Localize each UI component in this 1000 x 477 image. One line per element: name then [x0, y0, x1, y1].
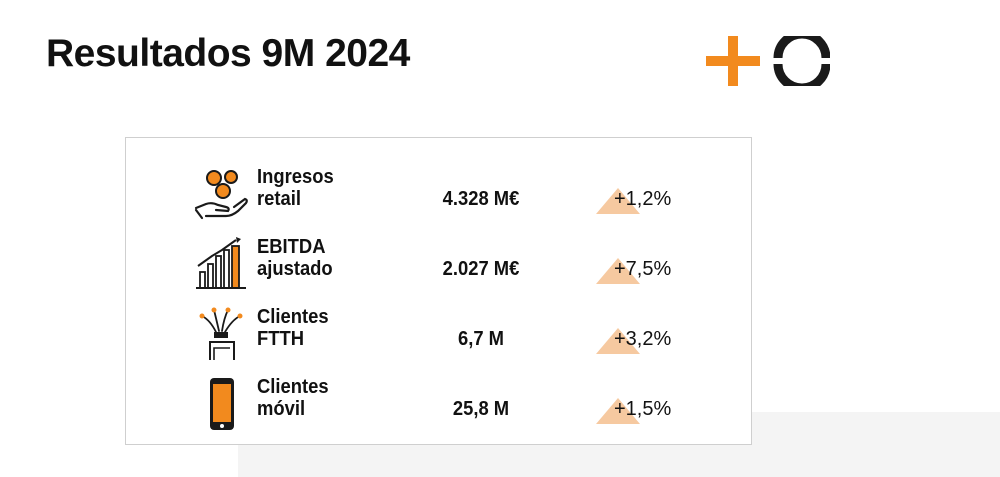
change-badge: +1,5% — [596, 394, 706, 434]
up-triangle-icon — [596, 258, 640, 284]
row-value: 4.328 M€ — [442, 188, 520, 210]
row-value: 2.027 M€ — [442, 258, 520, 280]
row-clientes-movil: Clientes móvil 25,8 M +1,5% — [126, 372, 751, 434]
up-triangle-icon — [596, 328, 640, 354]
change-badge: +3,2% — [596, 324, 706, 364]
row-ingresos-retail: Ingresos retail 4.328 M€ +1,2% — [126, 162, 751, 224]
row-value: 6,7 M — [457, 328, 505, 350]
row-label: Clientes FTTH — [257, 306, 329, 350]
row-label: EBITDA ajustado — [257, 236, 333, 280]
results-card: Ingresos retail 4.328 M€ +1,2% EBITDA aj… — [125, 137, 752, 445]
change-value: +7,5% — [614, 258, 672, 280]
page-title: Resultados 9M 2024 — [46, 32, 410, 75]
row-clientes-ftth: Clientes FTTH 6,7 M +3,2% — [126, 302, 751, 364]
brand-logo-icon — [706, 36, 830, 86]
change-value: +1,2% — [614, 188, 672, 210]
bar-chart-growth-icon — [196, 237, 246, 289]
change-value: +3,2% — [614, 328, 672, 350]
coins-hand-icon — [194, 170, 248, 220]
change-badge: +1,2% — [596, 184, 706, 224]
row-label: Clientes móvil — [257, 376, 329, 420]
change-value: +1,5% — [614, 398, 672, 420]
row-value: 25,8 M — [452, 398, 510, 420]
up-triangle-icon — [596, 188, 640, 214]
row-label: Ingresos retail — [257, 166, 334, 210]
smartphone-icon — [210, 378, 234, 430]
up-triangle-icon — [596, 398, 640, 424]
change-badge: +7,5% — [596, 254, 706, 294]
fiber-optic-icon — [199, 307, 243, 360]
row-ebitda-ajustado: EBITDA ajustado 2.027 M€ +7,5% — [126, 232, 751, 294]
